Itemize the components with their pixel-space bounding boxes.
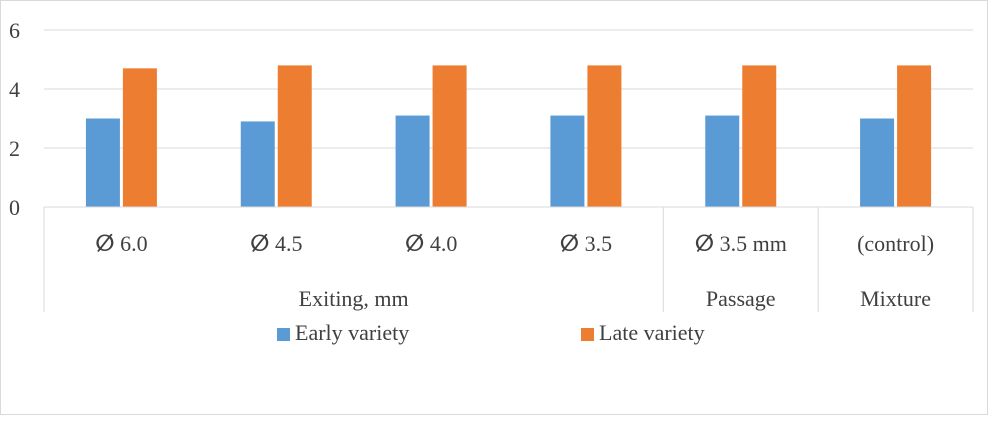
bar-early-0 bbox=[85, 118, 120, 207]
bar-early-3 bbox=[550, 115, 585, 207]
y-tick-label: 2 bbox=[9, 136, 20, 161]
x-tick-label: ⵁ 6.0 bbox=[95, 231, 148, 256]
bar-late-5 bbox=[897, 65, 932, 208]
bar-early-1 bbox=[240, 121, 275, 207]
x-tick-label: ⵁ 3.5 mm bbox=[695, 231, 787, 256]
x-axis: ⵁ 6.0 ⵁ 4.5 ⵁ 4.0 ⵁ 3.5 ⵁ 3.5 mm (control) Exi… bbox=[43, 206, 974, 312]
legend-label-0: Early variety bbox=[295, 320, 409, 345]
legend-label-1: Late variety bbox=[599, 320, 705, 345]
x-group-label: Exiting, mm bbox=[299, 286, 409, 311]
y-tick-label: 6 bbox=[9, 18, 20, 43]
bar-late-3 bbox=[587, 65, 622, 208]
bars bbox=[85, 65, 932, 208]
bar-early-5 bbox=[860, 118, 895, 207]
bar-late-1 bbox=[277, 65, 312, 208]
x-group-label: Passage bbox=[706, 286, 776, 311]
bar-late-0 bbox=[122, 68, 157, 207]
bar-early-4 bbox=[705, 115, 740, 207]
x-tick-label: ⵁ 4.5 bbox=[250, 231, 303, 256]
y-tick-label: 4 bbox=[9, 77, 20, 102]
legend: Early variety Late variety bbox=[277, 320, 705, 345]
x-tick-label: ⵁ 3.5 bbox=[560, 231, 613, 256]
legend-swatch-1 bbox=[581, 328, 594, 341]
bar-late-2 bbox=[432, 65, 467, 208]
x-tick-label: (control) bbox=[857, 231, 934, 256]
bar-late-4 bbox=[742, 65, 777, 208]
y-tick-label: 0 bbox=[9, 195, 20, 220]
gridlines bbox=[44, 29, 973, 149]
bar-early-2 bbox=[395, 115, 430, 207]
y-axis: 0 2 4 6 bbox=[9, 18, 20, 220]
x-tick-label: ⵁ 4.0 bbox=[405, 231, 458, 256]
legend-swatch-0 bbox=[277, 328, 290, 341]
x-group-label: Mixture bbox=[860, 286, 931, 311]
